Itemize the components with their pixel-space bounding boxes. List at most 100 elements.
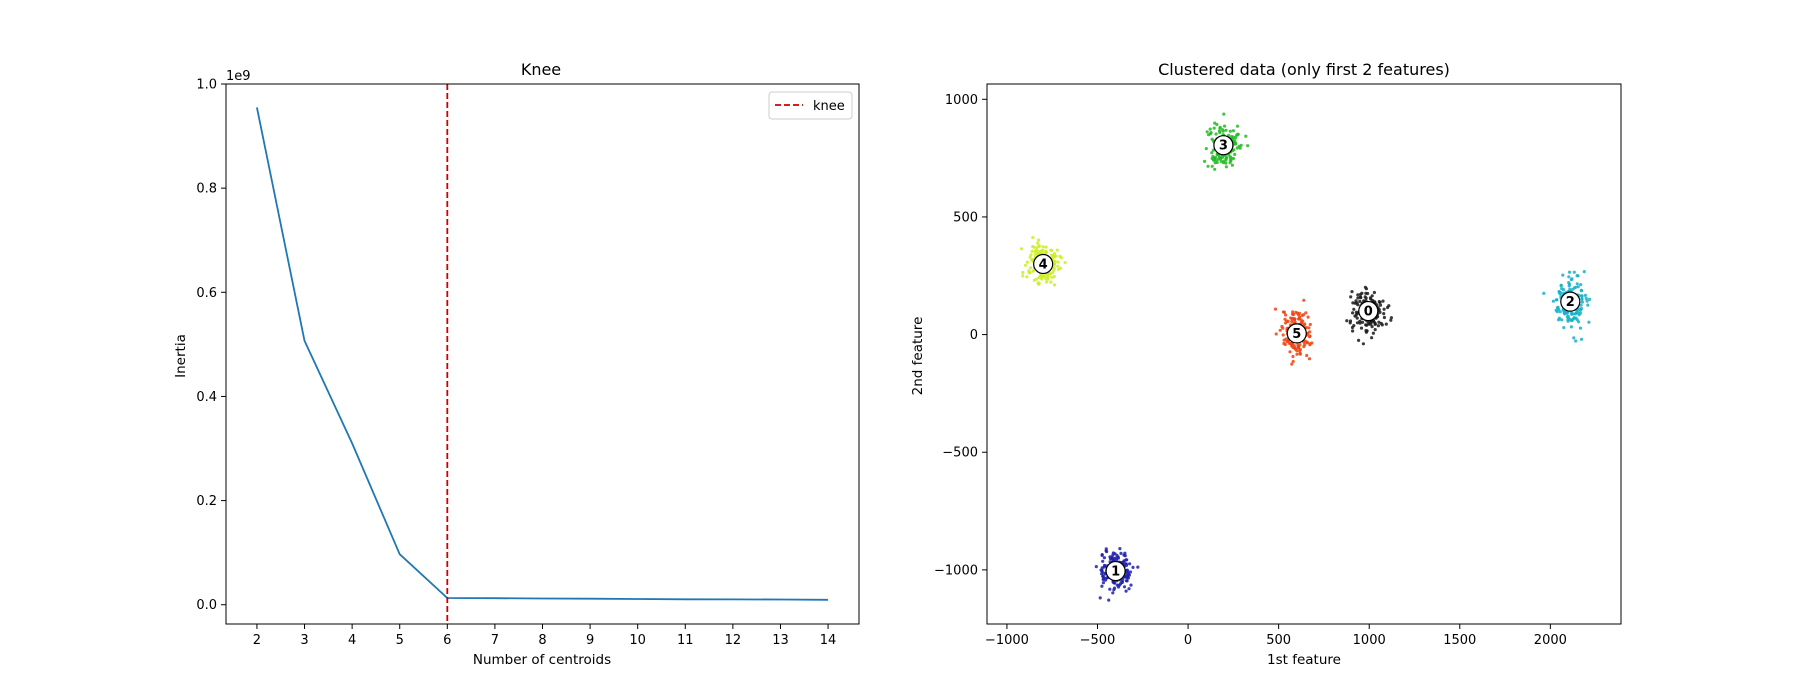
scatter-point (1569, 278, 1573, 282)
scatter-point (1306, 315, 1310, 319)
scatter-point (1308, 334, 1312, 338)
scatter-point (1214, 132, 1218, 136)
scatter-point (1562, 326, 1566, 330)
centroid-marker-3: 3 (1213, 135, 1234, 156)
scatter-point (1382, 315, 1386, 320)
scatter-point (1582, 270, 1586, 274)
scatter-point (1368, 296, 1373, 300)
centroid-marker-4: 4 (1033, 253, 1054, 275)
scatter-point (1221, 161, 1226, 165)
scatter-point (1288, 350, 1292, 354)
scatter-point (1567, 275, 1571, 279)
scatter-point (1052, 283, 1057, 287)
scatter-point (1031, 258, 1035, 262)
scatter-point (1063, 261, 1067, 265)
scatter-point (1554, 298, 1558, 302)
knee-x-axis-label: Number of centroids (473, 652, 611, 668)
scatter-point (1387, 304, 1391, 308)
knee-y-ticks: 0.0 0.2 0.4 0.6 0.8 1.0 (196, 78, 226, 613)
scatter-point (1021, 274, 1025, 278)
scatter-point (1358, 299, 1362, 303)
scatter-point (1054, 254, 1058, 258)
scatter-point (1302, 345, 1306, 349)
scatter-point (1359, 326, 1364, 330)
cluster-x-tick-label: 1500 (1443, 633, 1476, 648)
scatter-point (1370, 325, 1374, 329)
scatter-point (1205, 130, 1209, 134)
knee-x-tick-label: 11 (677, 633, 694, 648)
centroid-marker-0: 0 (1358, 300, 1379, 322)
scatter-point (1235, 133, 1239, 137)
scatter-point (1035, 246, 1039, 250)
knee-x-tick-label: 14 (820, 633, 837, 648)
scatter-point (1049, 280, 1053, 284)
scatter-point (1580, 297, 1584, 301)
knee-y-tick-label: 0.0 (196, 598, 217, 613)
knee-chart-title: Knee (521, 60, 561, 79)
scatter-point (1290, 362, 1294, 366)
scatter-point (1055, 248, 1059, 252)
scatter-point (1224, 158, 1228, 162)
cluster-x-tick-label: 500 (1266, 633, 1291, 648)
scatter-point (1050, 248, 1054, 252)
cluster-y-ticks: −1000 −500 0 500 1000 (934, 93, 987, 578)
scatter-point (1028, 266, 1033, 270)
scatter-point (1362, 299, 1366, 303)
scatter-point (1030, 249, 1034, 253)
scatter-point (1364, 291, 1368, 295)
cluster-y-tick-label: 1000 (945, 93, 978, 108)
scatter-point (1350, 290, 1354, 294)
scatter-point (1019, 247, 1024, 251)
cluster-y-tick-label: −1000 (934, 563, 978, 578)
scatter-point (1023, 263, 1028, 267)
centroid-circle (1286, 323, 1307, 344)
scatter-point (1039, 275, 1043, 279)
scatter-point (1224, 165, 1228, 169)
scatter-point (1307, 326, 1311, 330)
scatter-point (1052, 275, 1056, 279)
scatter-point (1298, 349, 1302, 353)
scatter-point (1308, 322, 1312, 327)
scatter-point (1233, 152, 1237, 157)
scatter-point (1569, 325, 1573, 329)
scatter-point (1031, 235, 1035, 240)
scatter-point (1037, 249, 1042, 254)
scatter-point (1128, 570, 1133, 574)
scatter-point (1031, 269, 1035, 273)
scatter-point (1025, 260, 1029, 264)
scatter-point (1231, 129, 1235, 133)
scatter-point (1363, 285, 1367, 289)
scatter-point (1373, 322, 1377, 326)
scatter-point (1558, 291, 1562, 295)
knee-legend-label: knee (813, 99, 845, 114)
centroid-label: 0 (1364, 305, 1373, 320)
scatter-point (1232, 148, 1236, 152)
scatter-point (1110, 557, 1115, 561)
scatter-point (1290, 317, 1294, 321)
scatter-point (1102, 556, 1106, 560)
scatter-point (1235, 124, 1240, 128)
scatter-point (1044, 245, 1048, 249)
cluster-y-tick-label: −500 (942, 446, 978, 461)
scatter-point (1355, 321, 1360, 325)
scatter-point (1572, 336, 1576, 340)
scatter-point (1122, 585, 1127, 589)
scatter-point (1363, 295, 1367, 299)
centroid-marker-5: 5 (1286, 323, 1307, 344)
scatter-point (1588, 297, 1592, 301)
scatter-point (1222, 112, 1226, 116)
knee-y-tick-label: 1.0 (196, 78, 217, 93)
scatter-point (1124, 589, 1128, 593)
scatter-point (1570, 312, 1574, 316)
scatter-point (1218, 125, 1222, 129)
cluster-y-tick-label: 500 (953, 210, 978, 225)
scatter-point (1101, 581, 1105, 585)
scatter-point (1307, 357, 1312, 361)
scatter-point (1036, 281, 1040, 285)
scatter-point (1557, 318, 1561, 322)
scatter-point (1218, 156, 1222, 160)
scatter-point (1121, 578, 1125, 582)
scatter-point (1025, 275, 1029, 279)
scatter-point (1584, 296, 1588, 301)
cluster-x-tick-label: 0 (1184, 633, 1192, 648)
